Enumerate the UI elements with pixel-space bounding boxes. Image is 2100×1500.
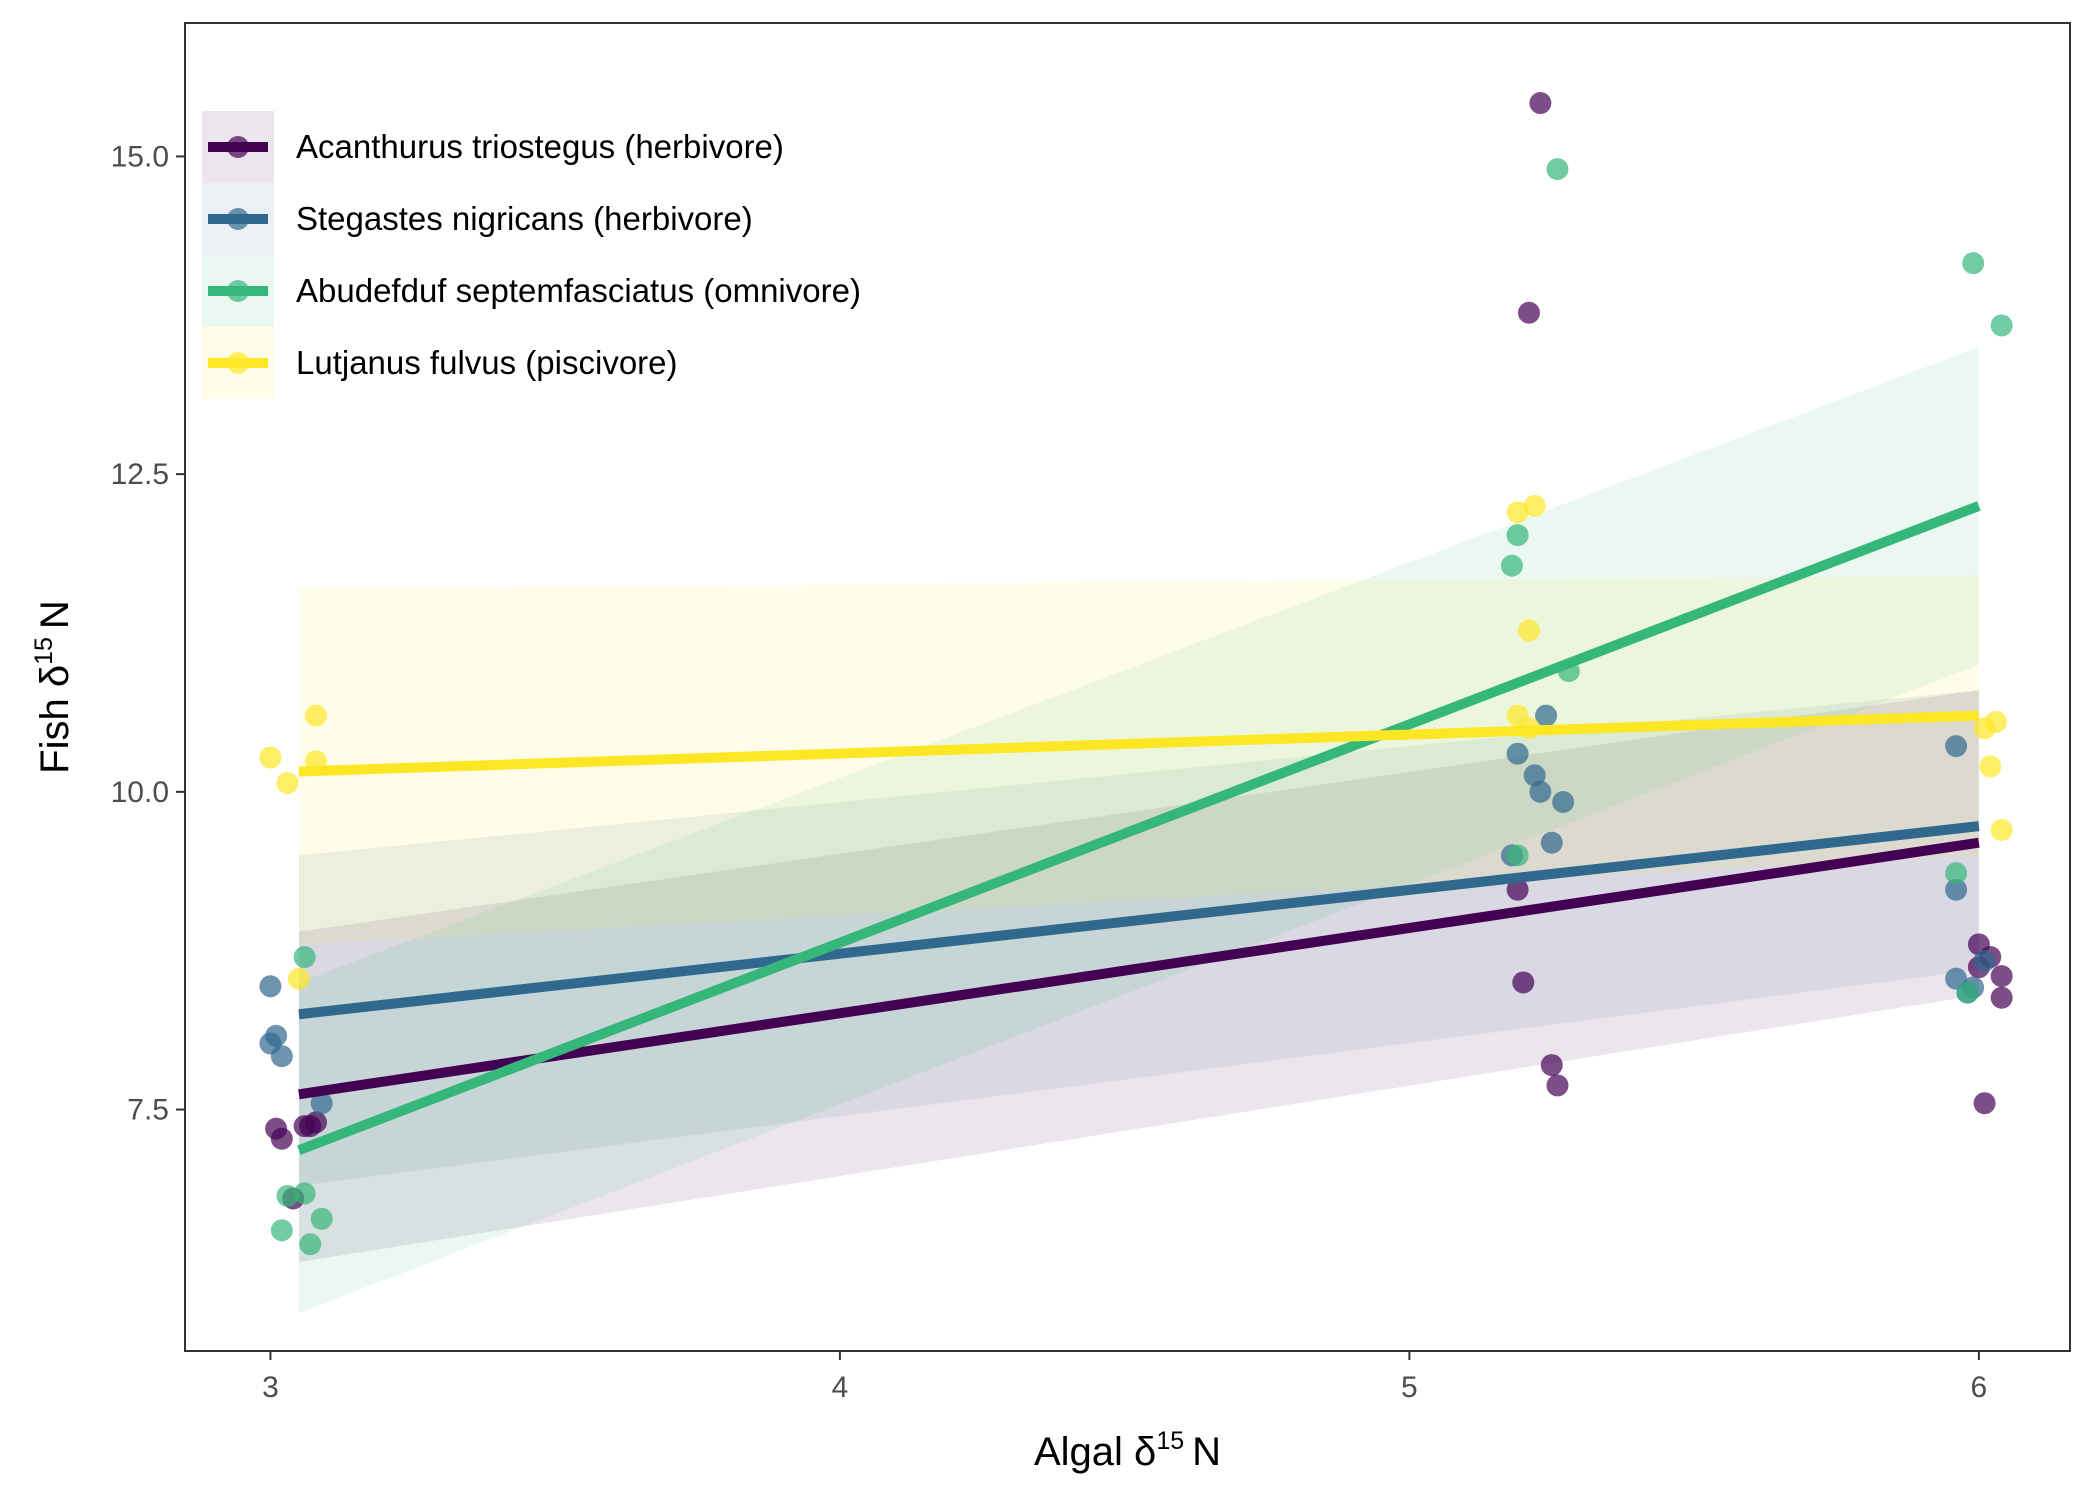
stegastes-nigricans-data-point <box>1973 949 1996 972</box>
acanthurus-triostegus-regression-line <box>298 837 1980 1100</box>
abudefduf-septemfasciatus-data-point <box>310 1207 333 1230</box>
abudefduf-septemfasciatus-data-point <box>276 1184 299 1207</box>
x-axis-title-prefix: Algal δ <box>1034 1430 1156 1474</box>
x-axis-title-superscript: 15 <box>1156 1427 1184 1455</box>
regression-lines <box>297 501 1981 1155</box>
acanthurus-triostegus-data-point <box>1540 1054 1563 1077</box>
stegastes-nigricans-confidence-band <box>298 690 1979 1186</box>
y-axis-title: Fish δ15 N <box>30 600 77 774</box>
stegastes-nigricans-data-point <box>1945 735 1968 758</box>
x-tick-label: 3 <box>262 1371 279 1404</box>
acanthurus-triostegus-data-point <box>1512 971 1535 994</box>
y-axis-title-suffix: N <box>33 600 77 629</box>
lutjanus-fulvus-data-point <box>1517 619 1540 642</box>
y-tick-label: 12.5 <box>111 458 169 491</box>
y-tick-label: 7.5 <box>127 1094 169 1127</box>
stegastes-nigricans-legend-label: Stegastes nigricans (herbivore) <box>296 200 753 237</box>
legend: Acanthurus triostegus (herbivore) Stegast… <box>202 111 861 399</box>
y-tick-label: 10.0 <box>111 776 169 809</box>
abudefduf-septemfasciatus-data-point <box>1506 524 1529 547</box>
y-tick-label: 15.0 <box>111 140 169 173</box>
x-axis-title-suffix: N <box>1192 1430 1221 1474</box>
abudefduf-septemfasciatus-regression-line <box>297 501 1981 1155</box>
lutjanus-fulvus-legend-label: Lutjanus fulvus (piscivore) <box>296 344 678 381</box>
acanthurus-triostegus-confidence-band <box>298 690 1979 1263</box>
acanthurus-triostegus-legend-label: Acanthurus triostegus (herbivore) <box>296 128 784 165</box>
lutjanus-fulvus-regression-line <box>298 710 1980 777</box>
abudefduf-septemfasciatus-data-point <box>270 1219 293 1242</box>
acanthurus-triostegus-legend-key-point <box>227 136 249 158</box>
abudefduf-septemfasciatus-legend-label: Abudefduf septemfasciatus (omnivore) <box>296 272 861 309</box>
lutjanus-fulvus-data-point <box>276 771 299 794</box>
y-axis: 7.5 10.0 12.5 15.0 <box>111 140 185 1127</box>
abudefduf-septemfasciatus-data-point <box>1962 252 1985 275</box>
lutjanus-fulvus-data-point <box>287 967 310 990</box>
x-axis: 3 4 5 6 <box>262 1351 1987 1404</box>
lutjanus-fulvus-data-point <box>1979 755 2002 778</box>
stegastes-nigricans-data-point <box>1506 742 1529 765</box>
lutjanus-fulvus-legend-key-point <box>227 352 249 374</box>
x-tick-label: 5 <box>1401 1371 1418 1404</box>
abudefduf-septemfasciatus-data-point <box>1956 981 1979 1004</box>
stegastes-nigricans-data-point <box>1945 878 1968 901</box>
x-tick-label: 4 <box>832 1371 849 1404</box>
abudefduf-septemfasciatus-data-point <box>1945 862 1968 885</box>
acanthurus-triostegus-data-point <box>304 1111 327 1134</box>
acanthurus-triostegus-data-point <box>1990 986 2013 1009</box>
abudefduf-septemfasciatus-legend-key-point <box>227 280 249 302</box>
plot-panel-border <box>184 22 2071 1352</box>
data-points <box>259 92 2013 1256</box>
abudefduf-septemfasciatus-data-point <box>1990 314 2013 337</box>
abudefduf-septemfasciatus-data-point <box>293 946 316 969</box>
acanthurus-triostegus-data-point <box>1546 1074 1569 1097</box>
abudefduf-septemfasciatus-data-point <box>1506 844 1529 867</box>
lutjanus-fulvus-data-point <box>1984 710 2007 733</box>
lutjanus-fulvus-data-point <box>259 746 282 769</box>
acanthurus-triostegus-data-point <box>1973 1092 1996 1115</box>
stegastes-nigricans-data-point <box>1535 704 1558 727</box>
stegastes-nigricans-data-point <box>310 1092 333 1115</box>
acanthurus-triostegus-data-point <box>1517 301 1540 324</box>
stegastes-nigricans-data-point <box>270 1045 293 1068</box>
stegastes-nigricans-data-point <box>265 1024 288 1047</box>
stegastes-nigricans-regression-line <box>298 821 1980 1020</box>
abudefduf-septemfasciatus-data-point <box>299 1233 322 1256</box>
y-axis-title-superscript: 15 <box>30 637 58 665</box>
lutjanus-fulvus-data-point <box>304 704 327 727</box>
stegastes-nigricans-data-point <box>1552 791 1575 814</box>
x-axis-title: Algal δ15 N <box>1034 1427 1221 1474</box>
lutjanus-fulvus-data-point <box>1990 818 2013 841</box>
y-axis-title-prefix: Fish δ <box>33 665 77 774</box>
stegastes-nigricans-data-point <box>1540 831 1563 854</box>
abudefduf-septemfasciatus-data-point <box>1500 554 1523 577</box>
stegastes-nigricans-legend-key-point <box>227 208 249 230</box>
acanthurus-triostegus-data-point <box>1990 965 2013 988</box>
abudefduf-septemfasciatus-data-point <box>1546 158 1569 181</box>
stegastes-nigricans-data-point <box>1529 780 1552 803</box>
lutjanus-fulvus-data-point <box>1506 501 1529 524</box>
acanthurus-triostegus-data-point <box>1529 92 1552 115</box>
acanthurus-triostegus-data-point <box>1506 878 1529 901</box>
lutjanus-fulvus-data-point <box>1523 494 1546 517</box>
abudefduf-septemfasciatus-data-point <box>293 1182 316 1205</box>
stegastes-nigricans-data-point <box>259 975 282 998</box>
stegastes-nigricans-data-point <box>1523 764 1546 787</box>
x-tick-label: 6 <box>1971 1371 1988 1404</box>
acanthurus-triostegus-data-point <box>270 1127 293 1150</box>
